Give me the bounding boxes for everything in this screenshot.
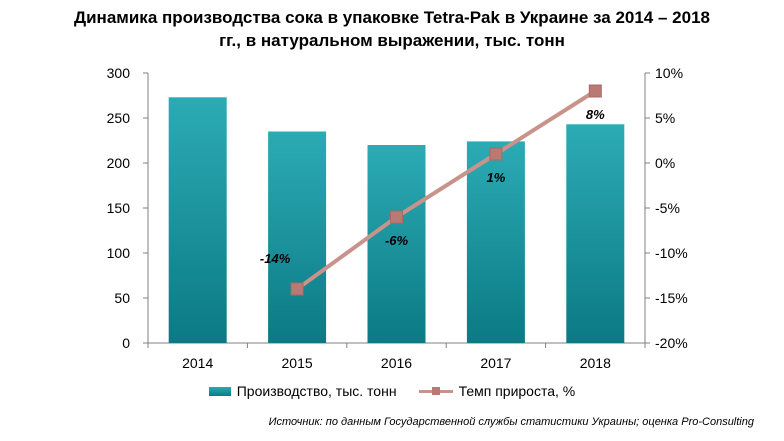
- y-right-tick-label: 5%: [655, 110, 675, 126]
- y-right-tick-label: -15%: [655, 290, 688, 306]
- x-tick-label: 2015: [282, 355, 313, 371]
- point-growth: [290, 282, 304, 296]
- bar-production: [168, 97, 227, 343]
- data-label-growth: 1%: [487, 170, 506, 185]
- bar-production: [367, 145, 426, 343]
- bar-production: [566, 124, 625, 343]
- point-growth: [390, 210, 403, 224]
- y-right-tick-label: 0%: [655, 155, 675, 171]
- x-tick-label: 2018: [580, 355, 611, 371]
- chart-title: Динамика производства сока в упаковке Te…: [0, 6, 784, 52]
- legend-label-production: Производство, тыс. тонн: [236, 383, 397, 399]
- legend-swatch-bar: [208, 386, 231, 396]
- x-tick-label: 2014: [182, 355, 213, 371]
- legend-item-growth: Темп прироста, %: [418, 383, 576, 399]
- y-left-tick-label: 100: [107, 245, 131, 261]
- legend: Производство, тыс. тонн Темп прироста, %: [0, 383, 784, 399]
- y-left-tick-label: 300: [107, 65, 131, 81]
- legend-label-growth: Темп прироста, %: [458, 383, 576, 399]
- bar-production: [268, 131, 327, 343]
- y-left-tick-label: 250: [107, 110, 131, 126]
- point-growth: [588, 84, 602, 98]
- y-right-tick-label: -5%: [655, 200, 680, 216]
- legend-item-production: Производство, тыс. тонн: [208, 383, 397, 399]
- x-tick-label: 2017: [480, 355, 511, 371]
- y-left-tick-label: 200: [107, 155, 131, 171]
- bar-production: [466, 141, 525, 343]
- y-right-tick-label: 10%: [655, 65, 683, 81]
- line-growth: [295, 89, 597, 291]
- data-label-growth: -6%: [385, 233, 409, 248]
- y-left-tick-label: 150: [107, 200, 131, 216]
- data-label-growth: 8%: [586, 107, 605, 122]
- y-left-tick-label: 0: [122, 335, 130, 351]
- chart-title-line-1: Динамика производства сока в упаковке Te…: [74, 8, 710, 27]
- y-right-tick-label: -10%: [655, 245, 688, 261]
- x-tick-label: 2016: [381, 355, 412, 371]
- source-note: Источник: по данным Государственной служ…: [268, 416, 754, 428]
- point-growth: [489, 147, 503, 161]
- data-label-growth: -14%: [260, 251, 291, 266]
- chart-title-line-2: гг., в натуральном выражении, тыс. тонн: [219, 31, 565, 50]
- y-right-tick-label: -20%: [655, 335, 688, 351]
- legend-swatch-line: [418, 386, 453, 396]
- y-left-tick-label: 50: [114, 290, 130, 306]
